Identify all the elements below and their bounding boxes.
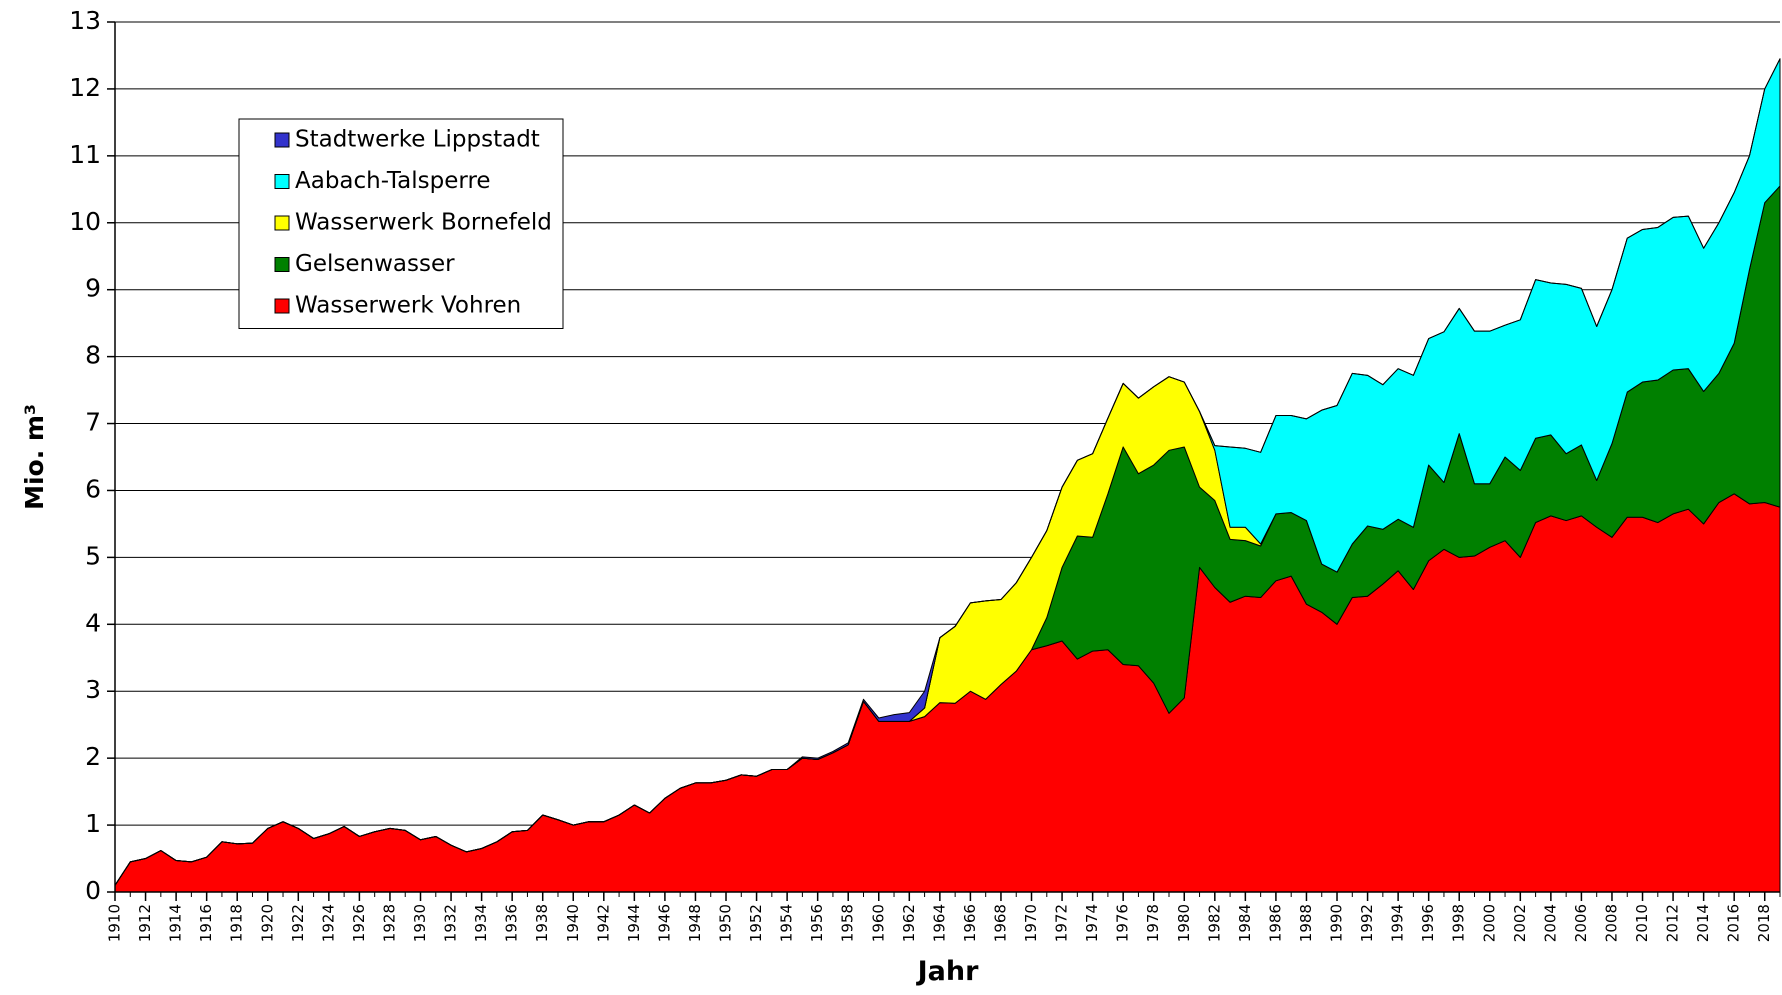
x-tick-label: 1918 — [228, 904, 246, 942]
x-tick-label: 1946 — [655, 904, 673, 942]
x-tick-label: 1910 — [106, 904, 124, 942]
x-tick-label: 1970 — [1022, 904, 1040, 942]
x-tick-label: 1974 — [1083, 904, 1101, 942]
x-tick-label: 1964 — [930, 904, 948, 942]
legend-label: Gelsenwasser — [295, 251, 455, 277]
x-tick-label: 1978 — [1144, 904, 1162, 942]
x-tick-label: 1980 — [1175, 904, 1193, 942]
legend-swatch — [274, 215, 290, 231]
x-tick-label: 1926 — [350, 904, 368, 942]
x-tick-label: 1966 — [961, 904, 979, 942]
x-tick-label: 1922 — [289, 904, 307, 942]
x-tick-label: 1954 — [778, 904, 796, 942]
legend-box — [238, 118, 564, 329]
legend-label: Wasserwerk Bornefeld — [295, 210, 552, 236]
x-tick-label: 1998 — [1450, 904, 1468, 942]
y-tick-label: 9 — [85, 274, 101, 303]
x-tick-label: 1948 — [686, 904, 704, 942]
x-axis-title: Jahr — [916, 956, 979, 987]
x-tick-label: 1932 — [442, 904, 460, 942]
x-tick-label: 1912 — [136, 904, 154, 942]
y-tick-label: 1 — [85, 809, 101, 838]
x-tick-label: 1996 — [1419, 904, 1437, 942]
x-tick-label: 1968 — [991, 904, 1009, 942]
x-tick-label: 1988 — [1297, 904, 1315, 942]
x-tick-label: 1992 — [1358, 904, 1376, 942]
x-tick-label: 1972 — [1053, 904, 1071, 942]
x-tick-label: 1990 — [1328, 904, 1346, 942]
x-tick-label: 1982 — [1205, 904, 1223, 942]
y-tick-label: 10 — [69, 207, 101, 236]
x-tick-label: 1962 — [900, 904, 918, 942]
y-tick-label: 7 — [85, 408, 101, 437]
y-tick-label: 6 — [85, 474, 101, 503]
x-tick-label: 2016 — [1725, 904, 1743, 942]
x-tick-label: 1944 — [625, 904, 643, 942]
x-tick-label: 1934 — [472, 904, 490, 942]
x-tick-label: 1958 — [839, 904, 857, 942]
legend-label: Aabach-Talsperre — [295, 168, 491, 194]
x-tick-label: 1928 — [380, 904, 398, 942]
x-tick-label: 2012 — [1664, 904, 1682, 942]
x-tick-label: 1936 — [503, 904, 521, 942]
y-tick-label: 5 — [85, 541, 101, 570]
y-tick-label: 12 — [69, 73, 101, 102]
legend-swatch — [274, 174, 290, 189]
x-tick-label: 1960 — [869, 904, 887, 942]
y-tick-label: 4 — [85, 608, 101, 637]
x-tick-label: 1914 — [167, 904, 185, 942]
x-tick-label: 1950 — [717, 904, 735, 942]
x-tick-label: 2000 — [1480, 904, 1498, 942]
x-tick-label: 1956 — [808, 904, 826, 942]
legend-swatch — [274, 298, 290, 314]
x-tick-label: 2014 — [1694, 904, 1712, 942]
area — [114, 58, 1781, 886]
y-tick-label: 3 — [85, 675, 101, 704]
x-tick-label: 2002 — [1511, 904, 1529, 942]
x-tick-label: 1986 — [1266, 904, 1284, 942]
legend-label: Wasserwerk Vohren — [295, 293, 521, 319]
legend-swatch — [274, 257, 290, 272]
y-tick-label: 8 — [85, 341, 101, 370]
x-tick-label: 2018 — [1755, 904, 1773, 942]
x-tick-label: 1952 — [747, 904, 765, 942]
y-tick-label: 2 — [85, 742, 101, 771]
x-tick-label: 1924 — [319, 904, 337, 942]
y-axis-title: Mio. m³ — [20, 404, 49, 510]
y-tick-label: 0 — [85, 876, 101, 905]
x-tick-label: 2004 — [1541, 904, 1559, 942]
x-tick-label: 2010 — [1633, 904, 1651, 942]
x-tick-label: 1916 — [197, 904, 215, 942]
x-tick-label: 1942 — [594, 904, 612, 942]
x-tick-label: 1940 — [564, 904, 582, 942]
legend-swatch — [274, 132, 290, 148]
x-tick-label: 1984 — [1236, 904, 1254, 942]
x-tick-label: 2006 — [1572, 904, 1590, 942]
y-tick-label: 13 — [69, 6, 101, 35]
x-tick-label: 1938 — [533, 904, 551, 942]
x-tick-label: 1930 — [411, 904, 429, 942]
x-tick-label: 1920 — [258, 904, 276, 942]
x-tick-label: 2008 — [1602, 904, 1620, 942]
y-tick-label: 11 — [69, 140, 101, 169]
x-tick-label: 1994 — [1389, 904, 1407, 942]
legend-label: Stadtwerke Lippstadt — [295, 127, 540, 153]
x-tick-label: 1976 — [1114, 904, 1132, 942]
